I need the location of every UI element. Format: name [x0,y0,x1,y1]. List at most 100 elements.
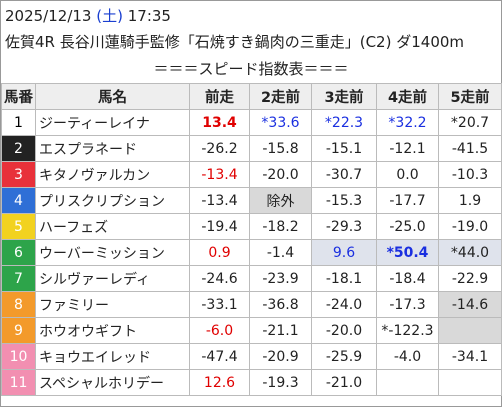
column-header: 馬名 [35,83,190,110]
horse-row: 5 ハーフェズ -19.4 -18.2 -29.3 -25.0 -19.0 [1,213,502,240]
speed-index: -47.4 [189,343,250,370]
horse-row: 10 キョウエイレッド -47.4 -20.9 -25.9 -4.0 -34.1 [1,343,502,370]
weekday: (土) [96,7,123,25]
speed-index [376,369,439,396]
speed-index: -18.4 [376,265,439,292]
horse-number: 2 [1,135,36,162]
speed-index: *32.2 [376,109,439,136]
speed-index [438,317,502,344]
horse-name: キタノヴァルカン [35,161,190,188]
date-line: 2025/12/13 (土) 17:35 [5,5,171,26]
horse-name: エスプラネード [35,135,190,162]
speed-index: -23.9 [249,265,312,292]
column-header: 2走前 [249,83,312,110]
horse-row: 3 キタノヴァルカン -13.4 -20.0 -30.7 0.0 -10.3 [1,161,502,188]
speed-index: *22.3 [311,109,377,136]
horse-row: 2 エスプラネード -26.2 -15.8 -15.1 -12.1 -41.5 [1,135,502,162]
horse-number: 7 [1,265,36,292]
column-header: 前走 [189,83,250,110]
speed-index: -25.0 [376,213,439,240]
speed-index: 0.0 [376,161,439,188]
speed-index: -41.5 [438,135,502,162]
horse-number: 10 [1,343,36,370]
speed-index: -10.3 [438,161,502,188]
speed-index: -26.2 [189,135,250,162]
date: 2025/12/13 [5,7,92,25]
speed-index: -18.2 [249,213,312,240]
speed-index: -19.0 [438,213,502,240]
horse-row: 8 ファミリー -33.1 -36.8 -24.0 -17.3 -14.6 [1,291,502,318]
speed-index: -21.1 [249,317,312,344]
horse-name: ジーティーレイナ [35,109,190,136]
horse-number: 1 [1,109,36,136]
horse-number: 11 [1,369,36,396]
horse-number: 3 [1,161,36,188]
horse-name: シルヴァーレディ [35,265,190,292]
horse-name: スペシャルホリデー [35,369,190,396]
speed-index: -29.3 [311,213,377,240]
speed-index: -18.1 [311,265,377,292]
horse-row: 4 プリスクリプション -13.4 除外 -15.3 -17.7 1.9 [1,187,502,214]
subtitle: ＝＝＝スピード指数表＝＝＝ [153,60,349,78]
horse-number: 6 [1,239,36,266]
speed-index: -4.0 [376,343,439,370]
horse-row: 1 ジーティーレイナ 13.4 *33.6 *22.3 *32.2 *20.7 [1,109,502,136]
speed-index: -33.1 [189,291,250,318]
horse-row: 7 シルヴァーレディ -24.6 -23.9 -18.1 -18.4 -22.9 [1,265,502,292]
horse-row: 11 スペシャルホリデー 12.6 -19.3 -21.0 [1,369,502,396]
horse-name: ファミリー [35,291,190,318]
speed-index: -34.1 [438,343,502,370]
speed-index: -15.3 [311,187,377,214]
horse-number: 5 [1,213,36,240]
horse-name: ハーフェズ [35,213,190,240]
speed-index: -19.4 [189,213,250,240]
horse-name: ホウオウギフト [35,317,190,344]
horse-number: 9 [1,317,36,344]
speed-index: -17.7 [376,187,439,214]
speed-index: -14.6 [438,291,502,318]
horse-row: 6 ウーバーミッション 0.9 -1.4 9.6 *50.4 *44.0 [1,239,502,266]
column-header: 4走前 [376,83,439,110]
horse-name: キョウエイレッド [35,343,190,370]
speed-index [438,369,502,396]
horse-name: ウーバーミッション [35,239,190,266]
speed-index: -17.3 [376,291,439,318]
speed-index: 9.6 [311,239,377,266]
speed-table: 馬番 馬名 前走 2走前 3走前 4走前 5走前 1 ジーティーレイナ 13.4 *33.6 *22… [1,83,502,396]
speed-index: 13.4 [189,109,250,136]
speed-index: -6.0 [189,317,250,344]
speed-index: -20.9 [249,343,312,370]
speed-index: -24.6 [189,265,250,292]
column-header: 馬番 [1,83,36,110]
column-header: 5走前 [438,83,502,110]
horse-name: プリスクリプション [35,187,190,214]
time: 17:35 [127,7,171,25]
speed-index: 0.9 [189,239,250,266]
speed-index: *50.4 [376,239,439,266]
speed-index: -30.7 [311,161,377,188]
speed-index: *33.6 [249,109,312,136]
horse-number: 4 [1,187,36,214]
header-row: 馬番 馬名 前走 2走前 3走前 4走前 5走前 [1,83,502,110]
speed-index: 除外 [249,187,312,214]
speed-index: -21.0 [311,369,377,396]
horse-row: 9 ホウオウギフト -6.0 -21.1 -20.0 *-122.3 [1,317,502,344]
speed-index: -20.0 [249,161,312,188]
speed-index: 1.9 [438,187,502,214]
speed-index: -13.4 [189,161,250,188]
speed-index: -1.4 [249,239,312,266]
horse-number: 8 [1,291,36,318]
speed-index: -19.3 [249,369,312,396]
speed-index: *20.7 [438,109,502,136]
speed-index: -13.4 [189,187,250,214]
speed-index: -22.9 [438,265,502,292]
speed-index: -25.9 [311,343,377,370]
column-header: 3走前 [311,83,377,110]
race-title: 佐賀4R 長谷川蓮騎手監修「石焼すき鍋肉の三重走」(C2) ダ1400m [5,33,465,51]
speed-index: -15.1 [311,135,377,162]
speed-index: -36.8 [249,291,312,318]
speed-index: -24.0 [311,291,377,318]
speed-index: *-122.3 [376,317,439,344]
speed-index: -15.8 [249,135,312,162]
